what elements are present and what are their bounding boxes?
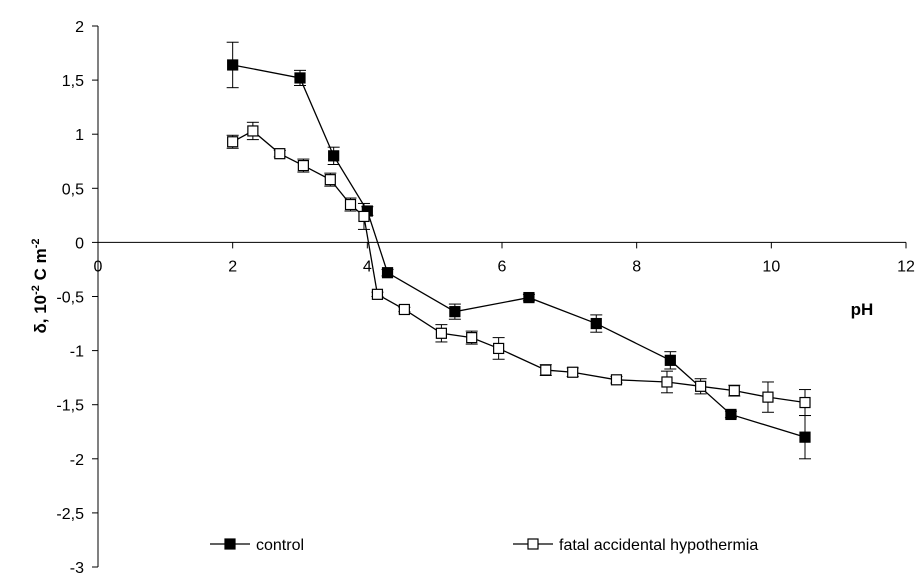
x-tick-label: 8 [632,258,641,275]
x-tick-label: 2 [228,258,237,275]
data-point [358,210,370,223]
y-tick-label: 1,5 [62,73,84,90]
y-tick-label: 1 [75,127,84,144]
y-tick-label: -1 [70,344,84,361]
data-point [590,317,602,330]
x-tick-labels: 0 2 4 6 8 10 12 [94,258,915,275]
legend-item-hypothermia: fatal accidental hypothermia [513,537,758,554]
data-point [762,391,774,403]
data-point [540,364,552,376]
data-point [371,288,384,300]
series-line [232,130,806,404]
y-axis-title-exp1: -2 [30,285,42,295]
data-point [523,291,535,304]
data-point [728,385,740,397]
data-point [247,125,259,137]
x-axis-title: pH [851,300,874,319]
series-line [232,64,806,438]
y-axis-title-exp2: -2 [30,238,42,248]
legend-label-control: control [256,537,304,554]
data-point [328,150,340,162]
data-point [466,332,478,344]
data-point [695,380,707,392]
data-point [274,148,286,160]
legend-marker-hypothermia [527,538,539,550]
y-tick-label: -2,5 [56,506,84,523]
data-point [294,72,306,84]
data-point [567,366,579,378]
data-point [344,198,357,211]
data-point [493,342,505,355]
legend-marker-control [224,538,236,550]
y-tick-labels: 2 1,5 1 0,5 0 -0,5 -1 -1,5 -2 -2,5 -3 [56,19,84,573]
legend-item-control: control [210,537,304,554]
x-tick-label: 4 [363,258,372,275]
x-tick-label: 6 [498,258,507,275]
data-point [398,303,410,316]
series-control [226,41,811,460]
data-point [799,431,811,443]
y-tick-label: -1,5 [56,398,84,415]
x-tick-label: 12 [897,258,915,275]
data-point [297,159,309,172]
y-tick-label: -2 [70,452,84,469]
data-point [661,376,673,388]
series-hypothermia [226,121,811,417]
legend-label-hypothermia: fatal accidental hypothermia [559,537,758,554]
data-point [664,354,676,366]
y-axis-title: δ, 10-2 C m-2 [30,238,50,333]
y-tick-label: 0,5 [62,181,84,198]
y-tick-label: 0 [75,235,84,252]
data-point [799,396,811,409]
y-tick-label: -3 [70,560,84,573]
series-layer [226,41,811,460]
legend: control fatal accidental hypothermia [210,537,758,554]
data-point [324,174,336,186]
data-point [725,408,737,421]
data-point [449,306,461,318]
data-point [381,267,394,279]
data-point [610,374,623,386]
y-tick-label: -0,5 [56,290,84,307]
y-axis-title-main: δ, 10 [31,295,50,334]
x-tick-label: 0 [94,258,103,275]
axes [92,25,907,568]
x-tick-label: 10 [762,258,780,275]
data-point [435,327,447,339]
y-tick-label: 2 [75,19,84,36]
data-point [227,136,239,148]
data-point [227,59,239,71]
y-axis-title-mid: C m [31,248,50,285]
